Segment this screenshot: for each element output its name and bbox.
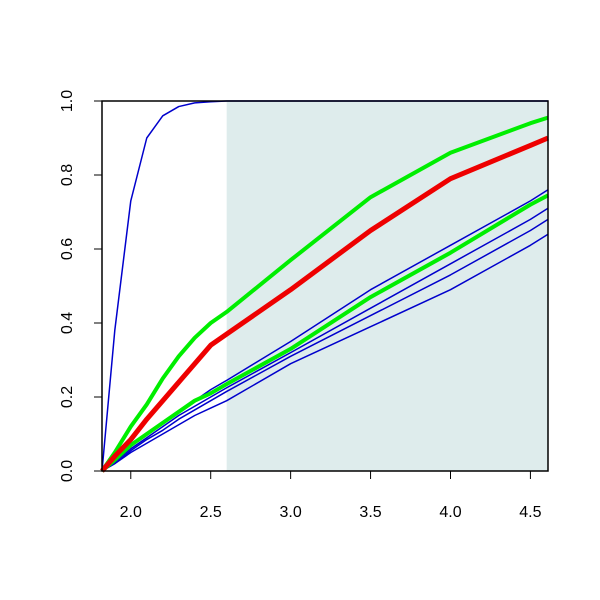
- x-tick-label: 2.0: [120, 504, 142, 521]
- line: [100, 115, 549, 473]
- x-tick-label: 4.0: [439, 504, 461, 521]
- plot-frame: [101, 100, 549, 472]
- x-tick-label: 2.5: [200, 504, 222, 521]
- line: [101, 207, 549, 472]
- line: [101, 218, 549, 472]
- y-tick-label: 0.4: [59, 312, 76, 334]
- y-tick-label: 0.2: [59, 386, 76, 408]
- line: [100, 135, 549, 473]
- x-tick-label: 3.5: [359, 504, 381, 521]
- y-tick-label: 1.0: [59, 90, 76, 112]
- x-tick-label: 4.5: [519, 504, 541, 521]
- line: [100, 193, 549, 473]
- y-tick-label: 0.8: [59, 164, 76, 186]
- y-tick-label: 0.0: [59, 460, 76, 482]
- x-tick-label: 3.0: [280, 504, 302, 521]
- line: [101, 233, 549, 472]
- y-tick-label: 0.6: [59, 238, 76, 260]
